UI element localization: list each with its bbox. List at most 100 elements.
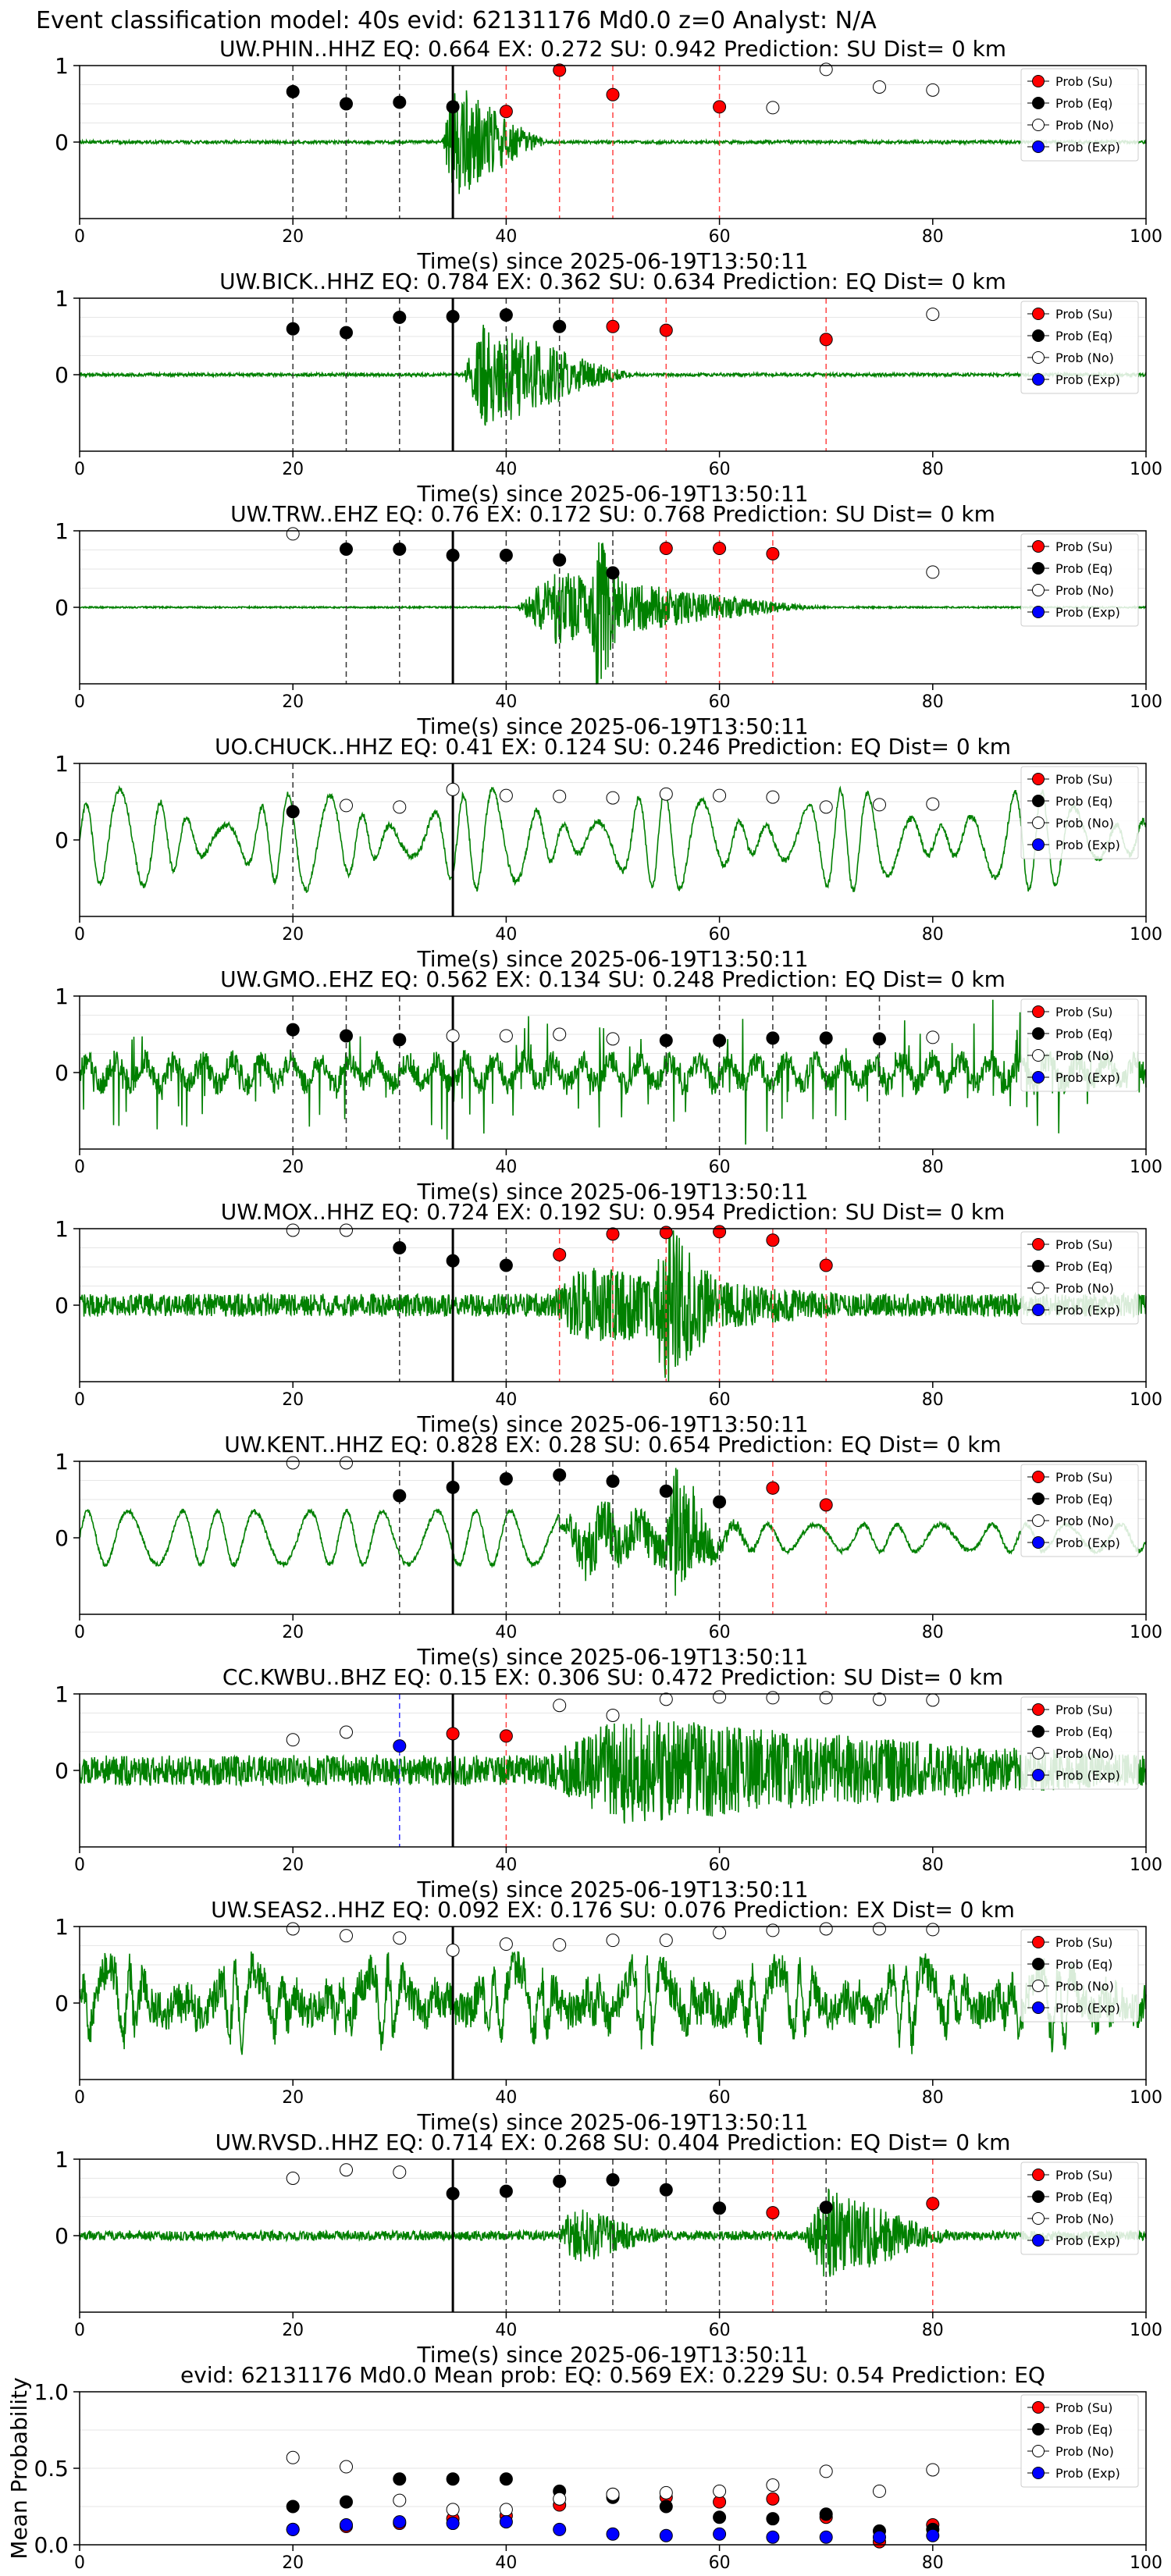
waveform-trace xyxy=(79,2188,1147,2277)
chart-title: UW.BICK..HHZ EQ: 0.784 EX: 0.362 SU: 0.6… xyxy=(219,269,1006,294)
legend-marker xyxy=(1032,1260,1045,1272)
mean-probability-point xyxy=(926,2528,940,2542)
x-tick-label: 40 xyxy=(495,2553,517,2573)
y-tick-label: 1 xyxy=(55,1681,69,1707)
x-tick-label: 80 xyxy=(922,1856,944,1875)
probability-point xyxy=(286,322,300,336)
x-tick-label: 60 xyxy=(709,460,731,479)
y-tick-label: 1 xyxy=(55,751,69,777)
mean-probability-point xyxy=(606,2527,620,2541)
x-tick-label: 20 xyxy=(282,1856,304,1875)
legend-marker xyxy=(1032,2401,1045,2414)
mean-probability-point xyxy=(766,2492,780,2506)
probability-point xyxy=(659,542,673,556)
probability-point xyxy=(819,1922,833,1936)
y-tick-label: 0 xyxy=(55,362,69,388)
x-tick-label: 40 xyxy=(495,1390,517,1410)
y-tick-label: 0 xyxy=(55,1525,69,1551)
mean-probability-point xyxy=(766,2478,780,2492)
x-tick-label: 80 xyxy=(922,1390,944,1410)
probability-point xyxy=(499,308,513,322)
x-tick-label: 60 xyxy=(709,1856,731,1875)
legend-marker xyxy=(1032,75,1045,87)
chart-panel: UW.RVSD..HHZ EQ: 0.714 EX: 0.268 SU: 0.4… xyxy=(55,2129,1162,2368)
probability-point xyxy=(926,83,940,97)
legend-label: Prob (Eq) xyxy=(1055,329,1112,343)
legend-label: Prob (Eq) xyxy=(1055,561,1112,576)
legend-label: Prob (Su) xyxy=(1055,1005,1112,1019)
x-tick-label: 80 xyxy=(922,227,944,247)
legend-marker xyxy=(1032,817,1045,829)
probability-point xyxy=(766,1481,780,1495)
y-tick-label: 0 xyxy=(55,1293,69,1318)
legend-marker xyxy=(1032,1514,1045,1527)
x-tick-label: 40 xyxy=(495,1856,517,1875)
legend-marker xyxy=(1032,1471,1045,1483)
probability-point xyxy=(340,543,353,557)
legend-marker xyxy=(1032,2190,1045,2203)
chart-title: evid: 62131176 Md0.0 Mean prob: EQ: 0.56… xyxy=(180,2362,1045,2388)
probability-point xyxy=(819,1498,833,1512)
x-tick-label: 0 xyxy=(74,460,85,479)
chart-panel: evid: 62131176 Md0.0 Mean prob: EQ: 0.56… xyxy=(6,2362,1162,2573)
probability-point xyxy=(393,2165,407,2179)
probability-point xyxy=(659,1226,673,1240)
probability-point xyxy=(286,1733,300,1747)
legend-label: Prob (No) xyxy=(1055,1746,1114,1761)
legend-label: Prob (No) xyxy=(1055,2444,1114,2459)
legend-label: Prob (Eq) xyxy=(1055,1259,1112,1274)
probability-point xyxy=(340,1029,353,1043)
x-tick-label: 100 xyxy=(1130,1158,1162,1177)
x-tick-label: 80 xyxy=(922,460,944,479)
y-tick-label: 1 xyxy=(55,286,69,311)
chart-title: UW.KENT..HHZ EQ: 0.828 EX: 0.28 SU: 0.65… xyxy=(224,1432,1001,1457)
probability-point xyxy=(659,1934,673,1948)
probability-point xyxy=(340,1725,353,1739)
probability-point xyxy=(766,2206,780,2220)
probability-point xyxy=(446,1254,460,1268)
mean-probability-point xyxy=(819,2464,833,2478)
x-tick-label: 60 xyxy=(709,2553,731,2573)
legend-label: Prob (No) xyxy=(1055,1048,1114,1063)
probability-point xyxy=(926,1923,940,1937)
probability-point xyxy=(713,1926,727,1940)
probability-point xyxy=(606,2172,620,2186)
legend-label: Prob (Su) xyxy=(1055,1237,1112,1252)
legend-box xyxy=(1020,2161,1139,2255)
mean-probability-point xyxy=(286,2500,300,2514)
waveform-trace xyxy=(79,1951,1147,2055)
legend-marker xyxy=(1032,2423,1045,2435)
legend-marker xyxy=(1032,2212,1045,2225)
waveform-trace xyxy=(79,785,1147,893)
legend-label: Prob (No) xyxy=(1055,816,1114,831)
waveform-trace xyxy=(79,542,1147,685)
mean-probability-point xyxy=(340,2460,353,2474)
figure-title: Event classification model: 40s evid: 62… xyxy=(36,7,877,34)
x-axis-label: Time(s) since 2025-06-19T13:50:11 xyxy=(416,248,808,274)
x-tick-label: 80 xyxy=(922,1623,944,1642)
mean-probability-point xyxy=(553,2492,567,2506)
x-tick-label: 40 xyxy=(495,460,517,479)
x-tick-label: 80 xyxy=(922,925,944,945)
probability-point xyxy=(446,1943,460,1957)
x-tick-label: 80 xyxy=(922,1158,944,1177)
y-tick-label: 1 xyxy=(55,1449,69,1475)
mean-probability-point xyxy=(659,2485,673,2500)
probability-point xyxy=(553,1247,567,1261)
probability-point xyxy=(286,84,300,98)
probability-point xyxy=(286,1922,300,1936)
probability-point xyxy=(606,566,620,580)
y-tick-label: 0 xyxy=(55,130,69,155)
probability-point xyxy=(393,311,407,324)
x-tick-label: 100 xyxy=(1130,460,1162,479)
legend-label: Prob (Exp) xyxy=(1055,1070,1120,1085)
probability-point xyxy=(606,1934,620,1948)
legend-label: Prob (Eq) xyxy=(1055,1957,1112,1972)
legend-label: Prob (Su) xyxy=(1055,539,1112,554)
chart-title: UW.PHIN..HHZ EQ: 0.664 EX: 0.272 SU: 0.9… xyxy=(219,36,1006,62)
probability-point xyxy=(873,1032,886,1046)
probability-point xyxy=(713,1034,727,1048)
legend-marker xyxy=(1032,1027,1045,1040)
probability-point xyxy=(926,565,940,579)
x-tick-label: 100 xyxy=(1130,2321,1162,2340)
